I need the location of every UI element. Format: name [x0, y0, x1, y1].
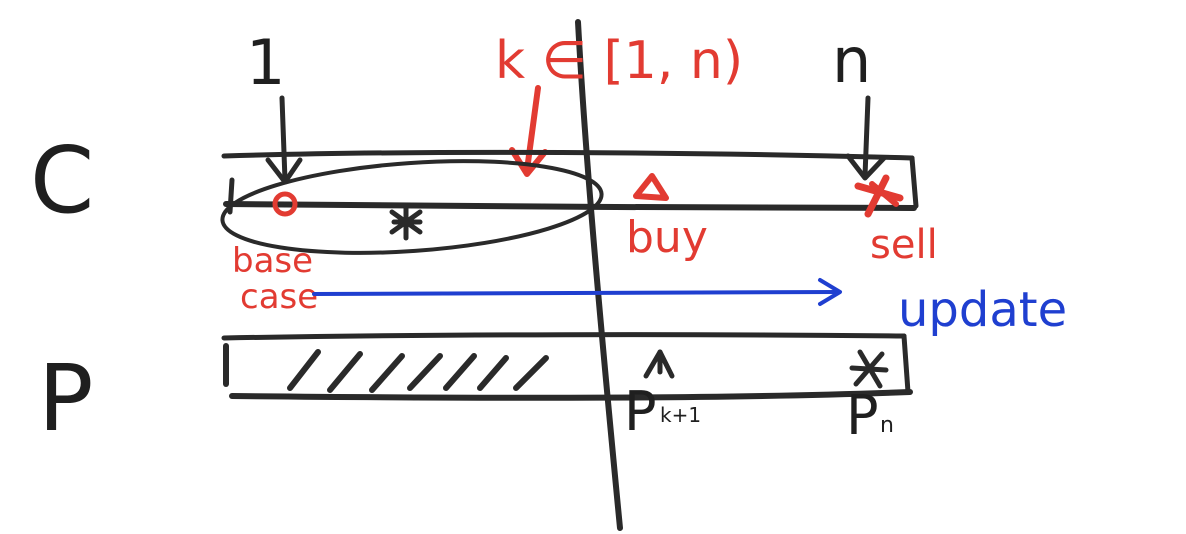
p-array-box	[221, 332, 913, 401]
p-k-plus-1-subscript: k+1	[660, 403, 701, 427]
base-case-label-line2: case	[240, 277, 318, 317]
index-label-n: n	[832, 24, 871, 97]
index-label-k: k ∈ [1, n)	[495, 31, 743, 91]
star-marker	[389, 203, 423, 241]
arrow-to-k	[509, 85, 548, 177]
row-label-c: C	[30, 127, 94, 234]
row-label-p: P	[38, 345, 93, 452]
p-k-plus-1-label: P	[624, 380, 657, 443]
arrow-to-1	[265, 95, 303, 185]
hatched-region	[287, 349, 549, 393]
p-n-label: P	[846, 384, 879, 447]
update-label: update	[898, 282, 1067, 338]
sell-label: sell	[870, 222, 938, 268]
update-arrow	[312, 278, 842, 306]
base-case-label-line1: base	[232, 241, 313, 281]
base-case-circle	[272, 191, 298, 217]
buy-triangle	[633, 173, 669, 201]
p-n-subscript: n	[880, 413, 894, 438]
prefix-ellipse	[220, 159, 604, 255]
sell-cross	[854, 174, 904, 218]
arrow-to-n	[845, 95, 887, 181]
p-n-star	[849, 349, 889, 389]
index-label-1: 1	[246, 26, 285, 99]
buy-label: buy	[626, 212, 708, 263]
divider-line	[575, 19, 623, 531]
c-array-box	[221, 149, 919, 215]
p-k-plus-1-marker	[643, 349, 675, 379]
